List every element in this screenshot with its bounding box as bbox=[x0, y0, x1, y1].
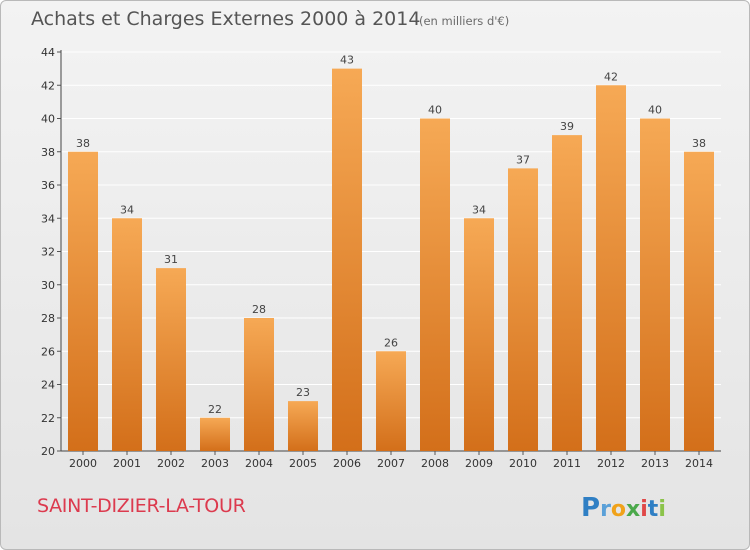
bar bbox=[420, 118, 450, 451]
y-tick-label: 24 bbox=[41, 379, 55, 392]
y-tick-label: 26 bbox=[41, 345, 55, 358]
x-tick-label: 2013 bbox=[641, 457, 669, 470]
bar bbox=[376, 351, 406, 451]
chart-subtitle: (en milliers d'€) bbox=[419, 14, 510, 28]
y-tick-label: 20 bbox=[41, 445, 55, 458]
x-tick-label: 2007 bbox=[377, 457, 405, 470]
svg-text:Proxiti: Proxiti bbox=[581, 493, 666, 523]
x-tick-label: 2009 bbox=[465, 457, 493, 470]
x-tick-label: 2006 bbox=[333, 457, 361, 470]
y-tick-label: 40 bbox=[41, 113, 55, 126]
y-tick-label: 34 bbox=[41, 212, 55, 225]
y-tick-label: 42 bbox=[41, 79, 55, 92]
bar bbox=[332, 68, 362, 451]
x-tick-label: 2002 bbox=[157, 457, 185, 470]
data-label: 22 bbox=[208, 403, 222, 416]
bar bbox=[640, 118, 670, 451]
bar bbox=[464, 218, 494, 451]
proxiti-logo: Proxiti bbox=[581, 493, 666, 523]
y-tick-label: 32 bbox=[41, 246, 55, 259]
data-label: 39 bbox=[560, 120, 574, 133]
y-tick-label: 28 bbox=[41, 312, 55, 325]
x-tick-label: 2014 bbox=[685, 457, 713, 470]
bar bbox=[112, 218, 142, 451]
bar bbox=[288, 401, 318, 451]
data-label: 28 bbox=[252, 303, 266, 316]
x-tick-label: 2003 bbox=[201, 457, 229, 470]
x-tick-label: 2011 bbox=[553, 457, 581, 470]
x-tick-label: 2001 bbox=[113, 457, 141, 470]
bar bbox=[200, 417, 230, 451]
y-tick-label: 44 bbox=[41, 46, 55, 59]
y-tick-label: 30 bbox=[41, 279, 55, 292]
bar bbox=[156, 268, 186, 451]
data-label: 26 bbox=[384, 336, 398, 349]
data-label: 40 bbox=[428, 104, 442, 117]
data-label: 31 bbox=[164, 253, 178, 266]
bar bbox=[684, 151, 714, 451]
y-tick-label: 36 bbox=[41, 179, 55, 192]
data-label: 37 bbox=[516, 153, 530, 166]
bar bbox=[596, 85, 626, 451]
data-label: 38 bbox=[692, 137, 706, 150]
data-label: 40 bbox=[648, 104, 662, 117]
x-tick-label: 2000 bbox=[69, 457, 97, 470]
commune-name: SAINT-DIZIER-LA-TOUR bbox=[37, 495, 246, 517]
bar bbox=[244, 318, 274, 451]
data-label: 43 bbox=[340, 54, 354, 67]
x-tick-label: 2008 bbox=[421, 457, 449, 470]
y-tick-label: 38 bbox=[41, 146, 55, 159]
data-label: 34 bbox=[472, 203, 486, 216]
data-label: 34 bbox=[120, 203, 134, 216]
data-label: 23 bbox=[296, 386, 310, 399]
x-tick-label: 2010 bbox=[509, 457, 537, 470]
bar bbox=[508, 168, 538, 451]
bar bbox=[68, 151, 98, 451]
x-tick-label: 2005 bbox=[289, 457, 317, 470]
data-label: 38 bbox=[76, 137, 90, 150]
bar bbox=[552, 135, 582, 451]
y-tick-label: 22 bbox=[41, 412, 55, 425]
x-tick-label: 2004 bbox=[245, 457, 273, 470]
x-tick-label: 2012 bbox=[597, 457, 625, 470]
chart-title: Achats et Charges Externes 2000 à 2014 bbox=[31, 8, 421, 30]
data-labels: 38 34 31 22 28 23 43 26 40 34 37 39 42 40 38 bbox=[76, 54, 706, 416]
bars bbox=[68, 68, 714, 451]
data-label: 42 bbox=[604, 70, 618, 83]
